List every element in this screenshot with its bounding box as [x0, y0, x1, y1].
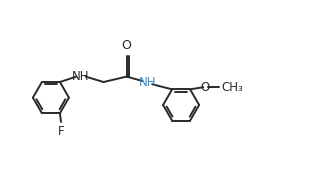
Text: O: O: [201, 81, 210, 94]
Text: NH: NH: [72, 70, 89, 83]
Text: O: O: [121, 39, 131, 52]
Text: CH₃: CH₃: [222, 81, 244, 94]
Text: F: F: [58, 125, 64, 138]
Text: NH: NH: [139, 75, 156, 89]
